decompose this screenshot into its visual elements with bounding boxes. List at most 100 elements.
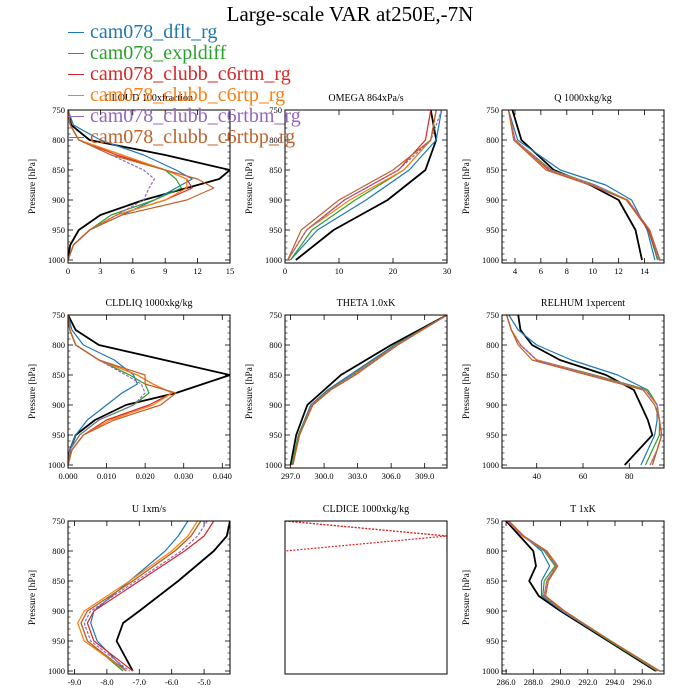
x-tick-label: 0.040 xyxy=(213,471,232,481)
y-axis-label: Pressure [hPa] xyxy=(462,570,472,625)
x-tick-label: 0 xyxy=(66,266,70,276)
plot-frame xyxy=(284,109,448,264)
y-axis-label: Pressure [hPa] xyxy=(462,364,472,419)
x-tick-label: -8.0 xyxy=(100,677,113,687)
chart-panel: CLDLIQ 1000xkg/kg Pressure [hPa] 750 800 850… xyxy=(28,298,232,481)
chart-title: RELHUM 1xpercent xyxy=(541,298,625,309)
x-tick-label: 15 xyxy=(226,266,235,276)
y-axis-label: Pressure [hPa] xyxy=(28,364,38,419)
plot-frame xyxy=(501,314,665,469)
series-line xyxy=(506,315,661,466)
x-tick-label: 0.020 xyxy=(136,471,155,481)
y-tick-label: 800 xyxy=(52,135,65,145)
chart-title: T 1xK xyxy=(570,504,596,515)
y-tick-label: 900 xyxy=(52,606,65,616)
x-tick-label: 297.0 xyxy=(281,471,300,481)
series-line xyxy=(506,521,658,672)
chart-panel: OMEGA 864xPa/s Pressure [hPa] 750 800 850 900… xyxy=(245,93,451,276)
y-tick-label: 950 xyxy=(486,225,499,235)
series-line xyxy=(295,110,438,261)
x-tick-label: 286.0 xyxy=(497,677,516,687)
series-group xyxy=(506,315,663,466)
y-tick-label: 1000 xyxy=(265,460,282,470)
legend: cam078_dflt_rg cam078_expldiff cam078_club… xyxy=(68,22,301,148)
y-tick-label: 1000 xyxy=(265,255,282,265)
series-line xyxy=(68,315,146,466)
y-tick-label: 850 xyxy=(486,370,499,380)
y-tick-label: 750 xyxy=(52,105,65,115)
y-tick-label: 900 xyxy=(269,195,282,205)
y-tick-label: 900 xyxy=(486,195,499,205)
series-line xyxy=(289,110,443,261)
series-line xyxy=(506,315,663,466)
series-line xyxy=(68,315,138,466)
x-tick-label: 12 xyxy=(193,266,202,276)
series-line xyxy=(292,315,447,466)
legend-swatch xyxy=(68,95,84,96)
plot-frame xyxy=(67,314,231,469)
legend-item: cam078_clubb_c6rtbm_rg xyxy=(68,106,301,127)
series-line xyxy=(507,110,656,261)
series-line xyxy=(292,315,447,466)
series-line xyxy=(68,315,177,466)
legend-swatch xyxy=(68,74,84,75)
legend-swatch xyxy=(68,116,84,117)
chart-title: CLDLIQ 1000xkg/kg xyxy=(106,298,193,309)
series-group xyxy=(285,521,447,552)
series-group xyxy=(287,110,443,261)
x-tick-label: 80 xyxy=(625,471,634,481)
series-line xyxy=(115,521,230,672)
y-tick-label: 750 xyxy=(52,310,65,320)
y-tick-label: 900 xyxy=(269,400,282,410)
series-line xyxy=(68,110,230,261)
x-tick-label: 12 xyxy=(614,266,623,276)
x-tick-label: -6.0 xyxy=(165,677,178,687)
y-tick-label: 850 xyxy=(52,165,65,175)
y-tick-label: 950 xyxy=(486,430,499,440)
chart-title: CLDICE 1000xkg/kg xyxy=(323,504,409,515)
series-line xyxy=(80,521,202,672)
y-tick-label: 750 xyxy=(486,310,499,320)
legend-item: cam078_clubb_c6rtp_rg xyxy=(68,85,301,106)
chart-title: OMEGA 864xPa/s xyxy=(328,93,403,104)
series-line xyxy=(507,110,661,261)
series-line xyxy=(507,110,659,261)
series-line xyxy=(506,315,663,466)
series-line xyxy=(287,110,443,261)
y-tick-label: 950 xyxy=(52,430,65,440)
x-tick-label: 8 xyxy=(565,266,569,276)
legend-label: cam078_clubb_c6rtm_rg xyxy=(90,63,291,85)
plot-frame xyxy=(284,520,448,675)
x-tick-label: 296.0 xyxy=(633,677,652,687)
legend-item: cam078_clubb_c6rtbp_rg xyxy=(68,127,301,148)
y-tick-label: 1000 xyxy=(48,666,65,676)
y-axis-label: Pressure [hPa] xyxy=(28,159,38,214)
series-group xyxy=(505,521,661,672)
y-tick-label: 950 xyxy=(486,636,499,646)
y-tick-label: 950 xyxy=(52,225,65,235)
y-tick-label: 800 xyxy=(52,340,65,350)
y-tick-label: 900 xyxy=(486,400,499,410)
series-line xyxy=(508,521,661,672)
series-line xyxy=(291,315,447,466)
y-tick-label: 1000 xyxy=(48,460,65,470)
legend-swatch xyxy=(68,53,84,54)
y-tick-label: 900 xyxy=(52,195,65,205)
y-tick-label: 850 xyxy=(269,370,282,380)
chart-panel: THETA 1.0xK Pressure [hPa] 750 800 850 900 950… xyxy=(245,298,448,481)
legend-swatch xyxy=(68,137,84,138)
x-tick-label: 292.0 xyxy=(578,677,597,687)
y-axis-label: Pressure [hPa] xyxy=(245,159,255,214)
x-tick-label: 309.0 xyxy=(415,471,434,481)
x-tick-label: 14 xyxy=(640,266,649,276)
y-tick-label: 850 xyxy=(486,576,499,586)
series-line xyxy=(505,521,657,672)
x-tick-label: 6 xyxy=(539,266,543,276)
x-tick-label: 3 xyxy=(98,266,102,276)
series-line xyxy=(83,521,208,672)
y-tick-label: 950 xyxy=(269,430,282,440)
x-tick-label: -7.0 xyxy=(133,677,146,687)
series-line xyxy=(287,110,437,261)
